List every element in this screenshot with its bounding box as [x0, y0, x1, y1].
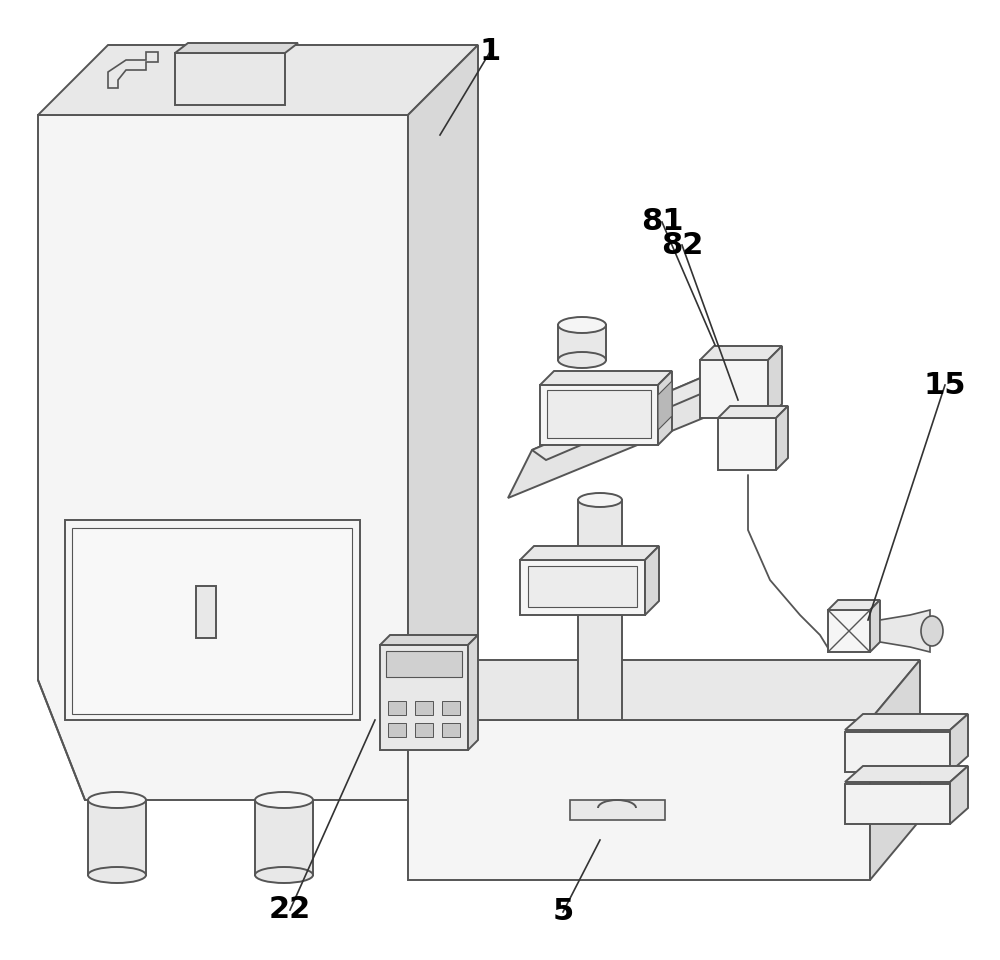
Polygon shape — [950, 766, 968, 824]
Bar — [828, 610, 870, 652]
Polygon shape — [845, 766, 968, 782]
Polygon shape — [175, 43, 298, 53]
Polygon shape — [700, 346, 782, 360]
Bar — [700, 360, 768, 418]
Polygon shape — [950, 714, 968, 772]
Ellipse shape — [88, 867, 146, 883]
Polygon shape — [658, 381, 672, 430]
Bar — [845, 732, 950, 772]
Polygon shape — [645, 546, 659, 615]
Polygon shape — [468, 635, 478, 750]
Text: 82: 82 — [661, 230, 703, 259]
Polygon shape — [38, 45, 478, 115]
Polygon shape — [532, 362, 752, 460]
Bar — [388, 723, 406, 737]
Bar — [415, 701, 433, 715]
Polygon shape — [776, 406, 788, 470]
Bar — [578, 500, 622, 720]
Bar — [72, 528, 352, 714]
Polygon shape — [408, 45, 478, 800]
Polygon shape — [408, 660, 920, 720]
Bar — [255, 800, 313, 875]
Bar — [386, 651, 462, 677]
Bar — [175, 53, 285, 105]
Bar — [540, 385, 658, 445]
Ellipse shape — [255, 792, 313, 808]
Polygon shape — [520, 546, 659, 560]
Text: 5: 5 — [552, 898, 574, 926]
Polygon shape — [880, 610, 930, 652]
Bar — [65, 520, 360, 720]
Ellipse shape — [921, 616, 943, 646]
Bar — [520, 560, 645, 615]
Text: 81: 81 — [641, 207, 683, 236]
Polygon shape — [108, 52, 158, 88]
Bar — [558, 325, 606, 360]
Polygon shape — [38, 115, 408, 800]
Ellipse shape — [255, 867, 313, 883]
Bar — [528, 566, 637, 607]
Polygon shape — [718, 406, 788, 418]
Bar — [442, 701, 460, 715]
Polygon shape — [870, 660, 920, 880]
Text: 22: 22 — [269, 896, 311, 924]
Bar — [408, 720, 870, 880]
Bar — [547, 390, 651, 438]
Polygon shape — [870, 600, 880, 652]
Bar — [570, 800, 665, 820]
Text: 1: 1 — [479, 37, 501, 66]
Bar — [442, 723, 460, 737]
Ellipse shape — [558, 352, 606, 368]
Bar — [845, 784, 950, 824]
Polygon shape — [380, 635, 478, 645]
Polygon shape — [845, 714, 968, 730]
Bar — [415, 723, 433, 737]
Polygon shape — [508, 362, 738, 498]
Text: 15: 15 — [924, 371, 966, 399]
Ellipse shape — [558, 317, 606, 333]
Polygon shape — [828, 600, 880, 610]
Ellipse shape — [578, 493, 622, 507]
Bar — [380, 645, 468, 750]
Bar — [88, 800, 146, 875]
Polygon shape — [540, 371, 672, 385]
Polygon shape — [768, 346, 782, 418]
Polygon shape — [658, 371, 672, 445]
Ellipse shape — [88, 792, 146, 808]
Bar — [718, 418, 776, 470]
Bar — [196, 586, 216, 638]
Bar — [388, 701, 406, 715]
